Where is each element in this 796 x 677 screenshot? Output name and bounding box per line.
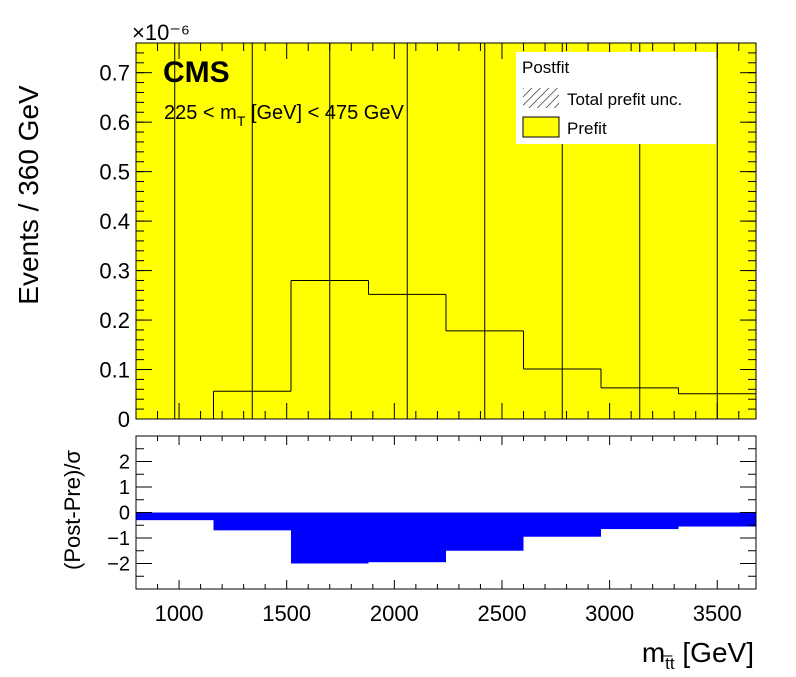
x-tick-label: 2500	[477, 601, 526, 626]
lower-y-axis-label: (Post-Pre)/σ	[60, 450, 85, 570]
lower-y-tick-label: 0	[119, 503, 130, 525]
upper-y-tick-label: 0.3	[99, 259, 130, 284]
legend-title: Postfit	[522, 58, 570, 77]
legend-label-unc: Total prefit unc.	[567, 90, 682, 109]
upper-y-tick-label: 0.6	[99, 110, 130, 135]
x-axis-label-unit: [GeV]	[675, 637, 754, 668]
pull-bar	[136, 512, 214, 521]
x-tick-label: 1500	[262, 601, 311, 626]
upper-y-tick-label: 0.7	[99, 61, 130, 86]
upper-y-tick-label: 0	[118, 407, 130, 432]
x-tick-label: 3000	[585, 601, 634, 626]
legend: Postfit Total prefit unc. Prefit	[516, 52, 716, 144]
upper-y-tick-label: 0.2	[99, 308, 130, 333]
lower-x-ticks: 1000 1500 2000 2500 3000 3500	[135, 436, 742, 626]
upper-y-tick-label: 0.4	[99, 209, 130, 234]
upper-y-tick-label: 0.1	[99, 358, 130, 383]
legend-label-prefit: Prefit	[567, 119, 607, 138]
annotation-post: [GeV] < 475 GeV	[245, 102, 404, 124]
kinematic-annotation: 225 < mT [GeV] < 475 GeV	[164, 102, 404, 129]
lower-y-tick-label: 1	[119, 477, 130, 499]
annotation-sub: T	[237, 113, 246, 129]
upper-y-axis-label: Events / 360 GeV	[13, 85, 44, 305]
upper-y-tick-label: 0.5	[99, 160, 130, 185]
legend-swatch-unc	[523, 88, 559, 108]
x-tick-label: 3500	[693, 601, 742, 626]
x-axis-label: mt̅t [GeV]	[642, 637, 754, 672]
y-exponent-label: ×10⁻⁶	[132, 20, 190, 45]
pull-bar	[213, 512, 291, 531]
lower-y-tick-label: 2	[119, 452, 130, 474]
upper-frame	[135, 42, 757, 420]
pull-bar	[678, 512, 756, 527]
lower-frame	[135, 435, 757, 590]
lower-bins	[136, 512, 756, 564]
upper-y-ticks: 0 0.1 0.2 0.3 0.4 0.5 0.6 0.7	[99, 42, 756, 432]
pull-bar	[601, 512, 679, 530]
cms-label: CMS	[163, 56, 230, 89]
x-tick-label: 1000	[155, 601, 204, 626]
annotation-pre: 225 < m	[164, 102, 237, 124]
lower-y-tick-label: −2	[107, 554, 130, 576]
legend-swatch-prefit	[522, 116, 560, 138]
pull-bar	[368, 512, 446, 563]
pull-bar	[446, 512, 524, 551]
pull-bar	[291, 512, 369, 564]
x-tick-label: 2000	[370, 601, 419, 626]
pull-bar	[523, 512, 601, 537]
lower-y-tick-label: −1	[107, 528, 130, 550]
x-axis-label-main: m	[642, 637, 665, 668]
x-axis-label-sub: t̅t	[662, 654, 675, 672]
